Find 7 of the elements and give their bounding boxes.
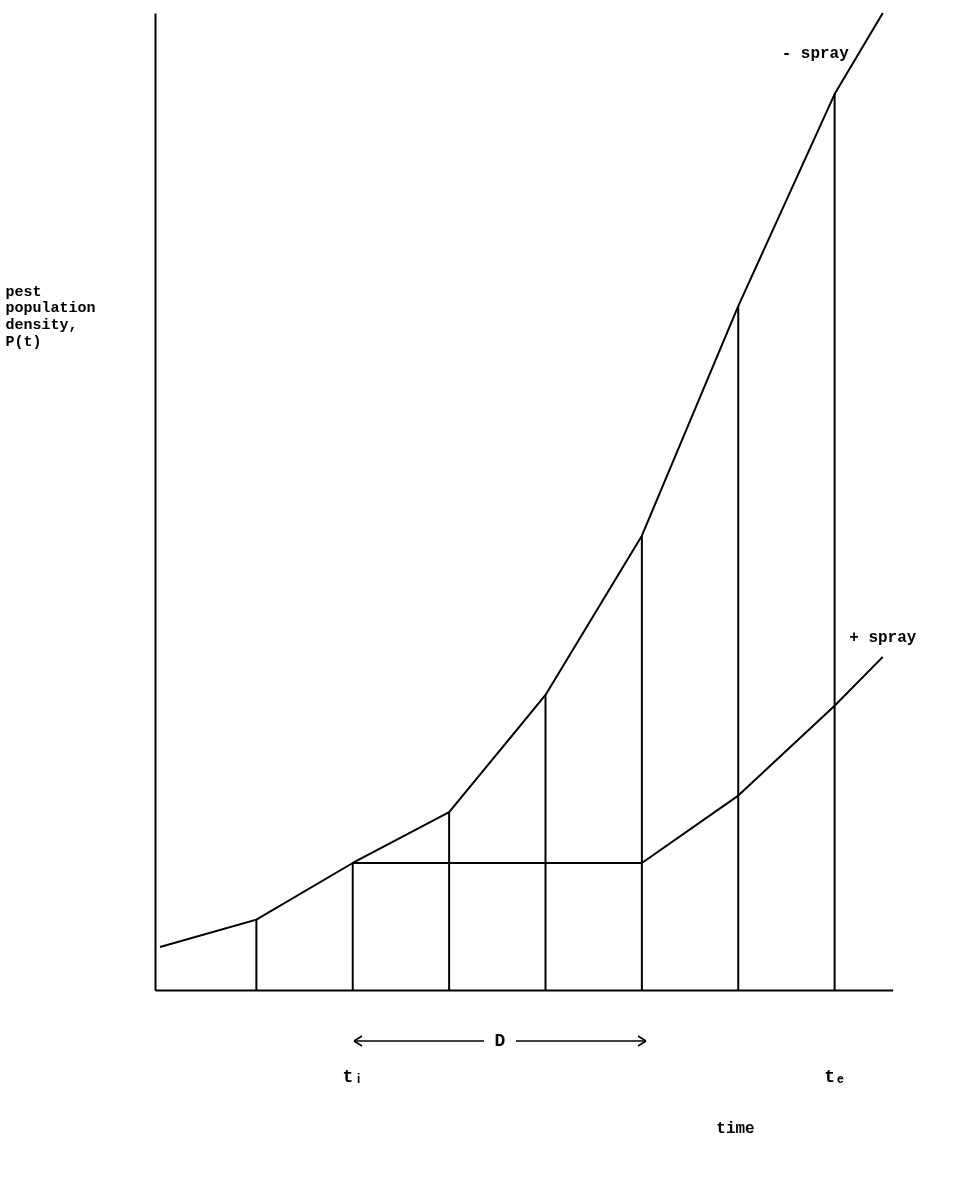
x-tick-label: tᵢ [342, 1067, 365, 1088]
series-label: + spray [849, 628, 917, 647]
y-axis-title: pest population density, P(t) [5, 283, 96, 352]
x-axis-title: time [716, 1120, 755, 1139]
series-label: - spray [781, 45, 850, 64]
x-tick-label: tₑ [824, 1067, 846, 1088]
text: D [494, 1031, 506, 1051]
